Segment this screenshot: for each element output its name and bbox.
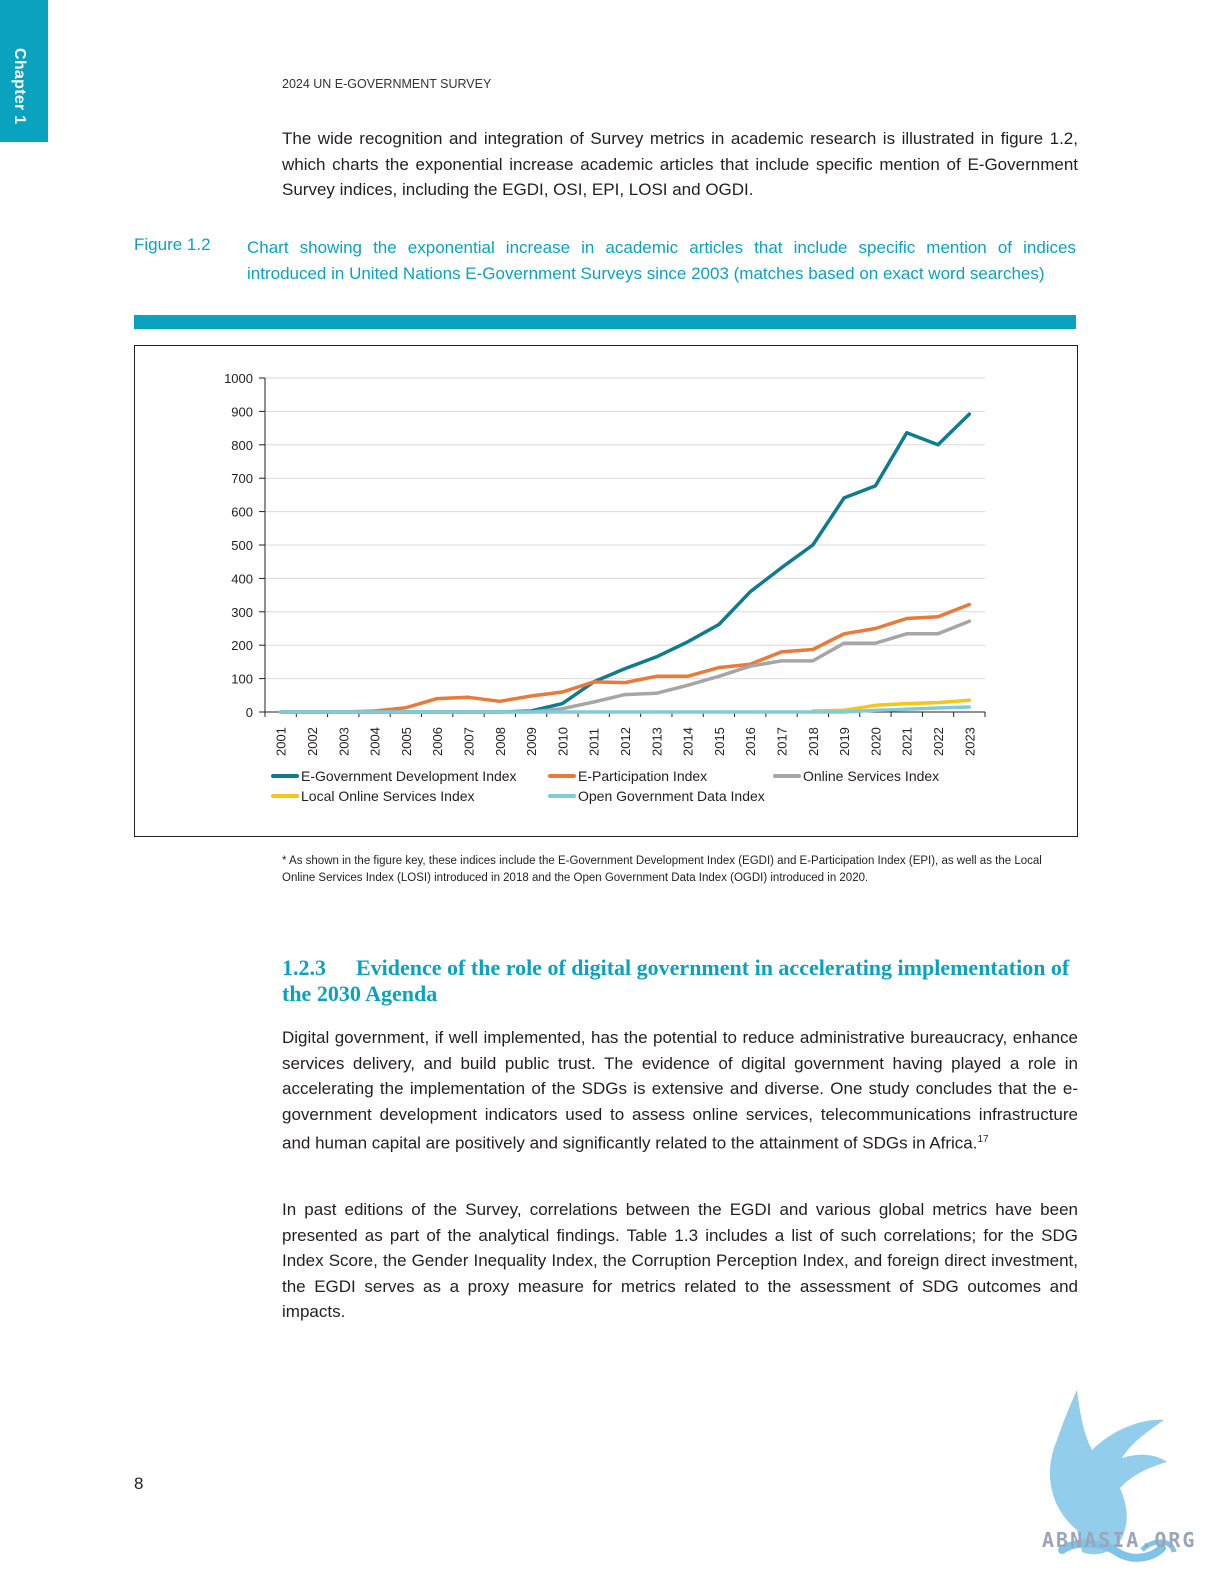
y-tick-label: 400 <box>231 571 253 586</box>
x-tick-label: 2012 <box>618 727 633 756</box>
x-tick-label: 2013 <box>649 727 664 756</box>
x-tick-label: 2022 <box>931 727 946 756</box>
watermark-text: ABNASIA.ORG <box>1042 1528 1197 1552</box>
series-line-open-government-data-index <box>278 705 972 714</box>
figure-caption: Chart showing the exponential increase i… <box>247 238 1076 283</box>
footnote-ref-17[interactable]: 17 <box>977 1134 989 1146</box>
legend-label: Local Online Services Index <box>301 788 475 804</box>
x-tick-label: 2020 <box>868 727 883 756</box>
chapter-tab: Chapter 1 <box>0 0 48 142</box>
x-tick-label: 2018 <box>806 727 821 756</box>
y-tick-label: 700 <box>231 471 253 486</box>
x-tick-label: 2003 <box>336 727 351 756</box>
x-tick-label: 2017 <box>775 727 790 756</box>
running-head: 2024 UN E-GOVERNMENT SURVEY <box>282 77 492 91</box>
x-tick-label: 2006 <box>430 727 445 756</box>
section-number: 1.2.3 <box>282 955 326 980</box>
x-tick-label: 2008 <box>493 727 508 756</box>
x-tick-label: 2021 <box>900 727 915 756</box>
page-number: 8 <box>134 1474 144 1493</box>
x-tick-label: 2019 <box>837 727 852 756</box>
figure-label: Figure 1.2 <box>134 235 211 254</box>
legend-label: Open Government Data Index <box>578 788 765 804</box>
x-tick-label: 2014 <box>681 727 696 756</box>
section-heading: 1.2.3 Evidence of the role of digital gov… <box>282 955 1082 1007</box>
intro-paragraph: The wide recognition and integration of … <box>282 129 1078 200</box>
legend-label: E-Participation Index <box>578 768 707 784</box>
y-tick-label: 500 <box>231 538 253 553</box>
legend-label: E-Government Development Index <box>301 768 517 784</box>
y-tick-label: 1000 <box>224 371 253 386</box>
y-tick-label: 900 <box>231 404 253 419</box>
x-tick-label: 2011 <box>587 728 602 756</box>
y-tick-label: 200 <box>231 638 253 653</box>
y-tick-label: 100 <box>231 672 253 687</box>
series-line-online-services-index <box>278 619 972 714</box>
y-tick-label: 0 <box>246 705 253 720</box>
series-line-e-government-development-index <box>278 412 972 714</box>
figure-rule <box>134 315 1076 329</box>
series-line-e-participation-index <box>278 602 972 714</box>
x-tick-label: 2007 <box>461 727 476 756</box>
y-tick-label: 300 <box>231 605 253 620</box>
x-tick-label: 2010 <box>555 727 570 756</box>
x-tick-label: 2009 <box>524 727 539 756</box>
x-tick-label: 2023 <box>962 727 977 756</box>
body-paragraph-2-text: Digital government, if well implemented,… <box>282 1028 1078 1154</box>
y-tick-label: 600 <box>231 505 253 520</box>
legend-label: Online Services Index <box>803 768 939 784</box>
body-paragraph-2: Digital government, if well implemented,… <box>282 1025 1078 1157</box>
x-tick-label: 2002 <box>305 727 320 756</box>
x-tick-label: 2016 <box>743 727 758 756</box>
line-chart: 0 100 200 300 400 500 600 700 800 900 1000 2001 2002… <box>224 371 986 804</box>
section-title: Evidence of the role of digital governme… <box>282 955 1070 1006</box>
x-tick-label: 2004 <box>368 727 383 756</box>
griffin-logo-watermark <box>1049 1390 1177 1562</box>
x-tick-label: 2001 <box>274 727 289 756</box>
x-tick-label: 2005 <box>399 727 414 756</box>
x-tick-label: 2015 <box>712 727 727 756</box>
y-tick-label: 800 <box>231 438 253 453</box>
figure-footnote: * As shown in the figure key, these indi… <box>282 855 1042 884</box>
chart-frame: 0 100 200 300 400 500 600 700 800 900 1000 2001 2002… <box>134 345 1078 837</box>
body-paragraph-3: In past editions of the Survey, correlat… <box>282 1200 1078 1322</box>
chapter-tab-label: Chapter 1 <box>11 48 28 125</box>
